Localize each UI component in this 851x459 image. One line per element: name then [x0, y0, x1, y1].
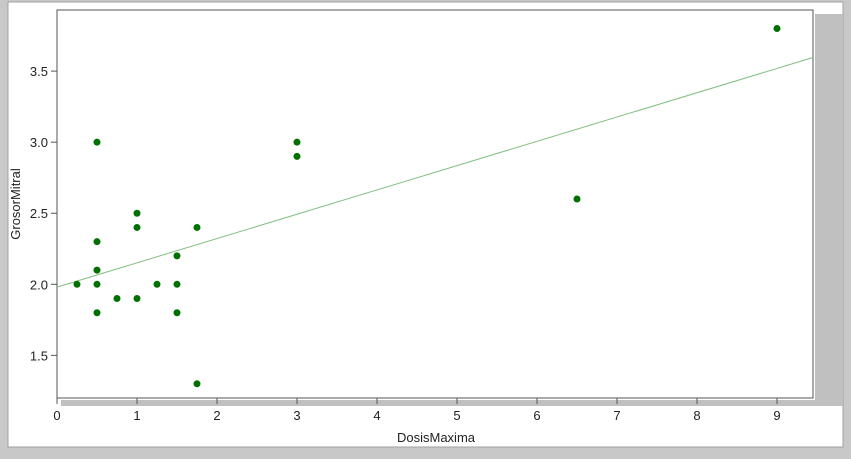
point: [93, 238, 101, 246]
point: [93, 266, 101, 274]
point: [133, 295, 141, 303]
y-tick-label: 2.0: [30, 277, 48, 292]
y-tick-label: 3.0: [30, 135, 48, 150]
x-tick-label: 2: [213, 408, 220, 423]
x-tick-label: 5: [453, 408, 460, 423]
y-tick-label: 2.5: [30, 206, 48, 221]
point: [293, 152, 301, 160]
point: [113, 295, 121, 303]
point: [193, 223, 201, 231]
x-tick-label: 8: [693, 408, 700, 423]
point: [173, 309, 181, 317]
x-tick-label: 1: [133, 408, 140, 423]
point: [93, 138, 101, 146]
point: [133, 223, 141, 231]
point: [173, 280, 181, 288]
x-tick-label: 4: [373, 408, 380, 423]
point: [193, 380, 201, 388]
shadow: [815, 14, 843, 406]
point: [73, 280, 81, 288]
y-axis-label: GrosorMitral: [8, 168, 23, 240]
point: [133, 209, 141, 217]
y-tick-label: 3.5: [30, 64, 48, 79]
point: [93, 280, 101, 288]
point: [173, 252, 181, 260]
x-tick-label: 0: [53, 408, 60, 423]
x-tick-label: 3: [293, 408, 300, 423]
x-tick-label: 7: [613, 408, 620, 423]
shadow: [61, 400, 843, 406]
plot-area: [56, 9, 814, 399]
point: [93, 309, 101, 317]
x-tick-label: 6: [533, 408, 540, 423]
y-tick-label: 1.5: [30, 348, 48, 363]
x-axis-label: DosisMaxima: [397, 430, 476, 445]
point: [773, 24, 781, 32]
point: [293, 138, 301, 146]
x-tick-label: 9: [773, 408, 780, 423]
fit-line: [56, 56, 814, 288]
point: [153, 280, 161, 288]
point: [573, 195, 581, 203]
